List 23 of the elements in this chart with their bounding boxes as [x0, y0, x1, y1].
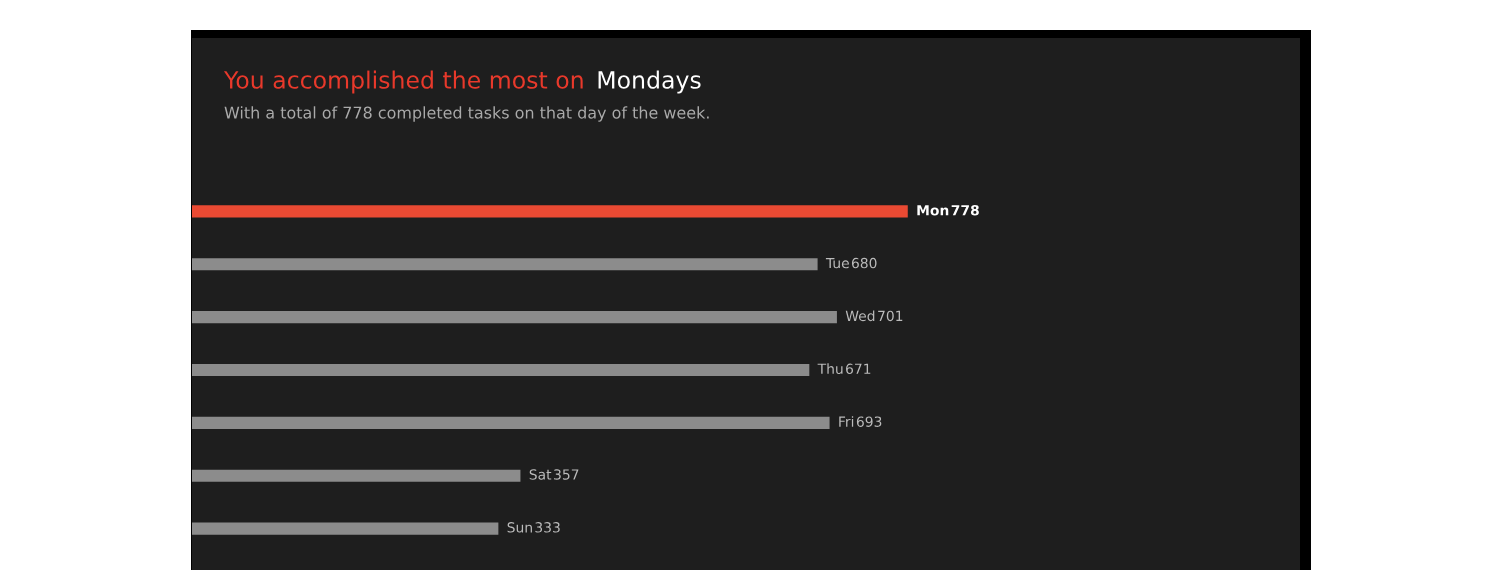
data-label: 671 [846, 363, 871, 375]
y-tick-label: Sat [529, 469, 552, 480]
y-tick-label: Thu [817, 363, 843, 375]
y-tick-label: Fri [839, 416, 854, 427]
bar [192, 469, 521, 482]
bar [192, 311, 837, 324]
data-label: 693 [856, 416, 882, 427]
bar [192, 416, 830, 429]
chart-title: You accomplished the most on Mondays [223, 70, 701, 94]
bar [192, 258, 818, 271]
bar [192, 205, 908, 218]
y-tick-label: Mon [917, 205, 949, 216]
y-tick-label: Tue [825, 257, 849, 269]
chart-subtitle: With a total of 778 completed tasks on that day of the week. [224, 106, 709, 122]
y-tick-label: Wed [845, 310, 875, 322]
bar [192, 363, 810, 377]
data-label: 701 [878, 310, 903, 322]
data-label: 680 [851, 257, 877, 269]
bar [192, 522, 499, 535]
data-label: 778 [951, 204, 979, 216]
data-label: 333 [535, 522, 560, 533]
data-label: 357 [554, 469, 579, 480]
y-tick-label: Sun [507, 522, 532, 533]
